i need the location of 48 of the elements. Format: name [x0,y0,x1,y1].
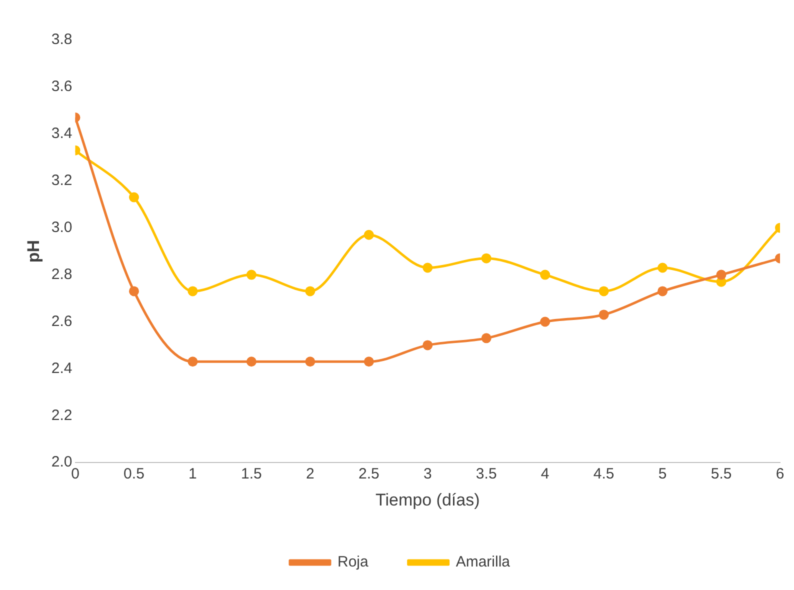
point [188,356,198,367]
x-tick-label: 2 [306,466,314,483]
y-tick-label: 3.2 [51,172,72,190]
y-tick-label: 2.0 [51,454,72,471]
point [658,286,668,296]
y-tick-label: 2.6 [51,312,72,330]
y-tick-label: 3.4 [51,125,72,142]
x-tick-label: 1.5 [241,466,262,483]
x-tick-label: 0 [71,466,80,483]
point [128,286,139,296]
y-axis-title: pH [24,240,43,263]
point [598,286,609,296]
legend-label: Roja [337,554,369,571]
x-tick-label: 5.5 [710,466,732,483]
point [364,356,374,367]
point [598,310,609,320]
x-tick-label: 4.5 [593,466,614,483]
y-tick-label: 3.8 [51,31,72,48]
point [305,286,316,296]
point [246,356,256,367]
y-tick-label: 2.4 [51,360,72,377]
x-axis-title: Tiempo (días) [376,490,480,510]
legend-label: Amarilla [456,554,511,571]
x-tick-label: 4 [540,466,550,483]
point [481,333,492,344]
point [422,262,433,273]
point [716,270,726,280]
y-tick-label: 2.2 [51,406,72,424]
x-tick-label: 3.5 [476,466,497,483]
y-tick-label: 3.0 [51,218,72,236]
x-tick-label: 0.5 [124,466,144,483]
y-tick-label: 2.8 [51,266,72,283]
point [540,270,550,280]
x-tick-label: 1 [188,466,197,483]
point [246,270,256,280]
point [658,262,668,273]
x-tick-label: 3 [423,466,432,483]
x-tick-label: 5 [658,466,667,483]
point [540,316,550,327]
point [481,253,492,264]
point [128,192,139,202]
y-tick-label: 3.6 [51,78,72,96]
point [422,340,433,350]
x-tick-label: 6 [776,466,784,483]
point [305,356,316,367]
x-tick-label: 2.5 [358,466,380,483]
point [188,286,198,296]
point [364,230,374,240]
